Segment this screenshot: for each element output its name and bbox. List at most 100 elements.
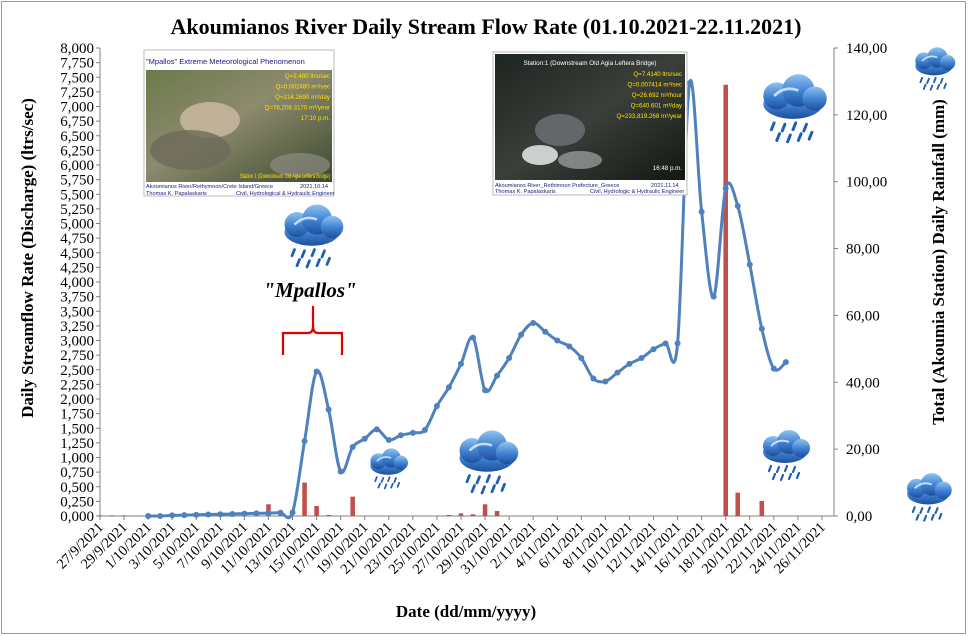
photo-left-value: Q=0.002480 m³/sec — [275, 84, 330, 91]
event-annotation-bracket — [281, 306, 344, 355]
rainfall-bar — [326, 514, 331, 516]
event-annotation-label: "Mpallos" — [263, 278, 356, 302]
rainfall-bar — [97, 515, 103, 516]
streamflow-point — [482, 387, 489, 394]
y-left-tick-label: 2,500 — [60, 363, 94, 379]
streamflow-point — [445, 384, 452, 391]
y-left-tick-label: 1,000 — [60, 451, 94, 467]
rainfall-bar — [494, 510, 500, 516]
rainfall-bar — [723, 84, 728, 517]
streamflow-point — [325, 406, 332, 413]
y-left-tick-label: 8,000 — [60, 41, 94, 57]
streamflow-point — [542, 328, 549, 335]
streamflow-point — [662, 340, 669, 347]
y-left-tick-label: 3,500 — [60, 304, 94, 320]
streamflow-point — [385, 436, 392, 443]
streamflow-point — [590, 375, 597, 382]
y-left-tick-label: 4,250 — [60, 260, 94, 276]
streamflow-point — [349, 443, 356, 450]
streamflow-point — [289, 509, 296, 516]
photo-right-value: Q=233,819.268 m³/year — [616, 113, 682, 120]
streamflow-point — [157, 513, 164, 519]
streamflow-point — [241, 510, 248, 517]
rain-cloud-icon — [761, 72, 829, 144]
y-right-tick-label: 40,00 — [846, 375, 880, 391]
rain-cloud-icon — [914, 46, 957, 91]
y-left-tick-label: 4,500 — [60, 246, 94, 262]
rain-cloud-icon — [458, 429, 520, 495]
y-left-tick-label: 0,000 — [60, 509, 94, 525]
streamflow-point — [734, 202, 741, 209]
y-left-tick-label: 0,500 — [60, 480, 94, 496]
photo-right: Station:1 (Downstream Old Agia Leftera B… — [492, 51, 688, 196]
photo-right-value: Q=7.4140 ltrs/sec — [633, 71, 682, 78]
y-left-tick-label: 5,750 — [60, 173, 94, 189]
y-right-tick-label: 60,00 — [846, 308, 880, 324]
rainfall-bar — [482, 504, 488, 516]
streamflow-point — [518, 331, 525, 338]
y-left-tick-label: 4,000 — [60, 275, 94, 291]
streamflow-point — [409, 429, 416, 436]
streamflow-point — [217, 511, 224, 518]
streamflow-point — [470, 334, 477, 341]
streamflow-point — [457, 360, 464, 367]
y-right-tick-label: 120,00 — [846, 108, 887, 124]
streamflow-point — [397, 432, 404, 439]
photo-right-footer2-role: Civil, Hydrologic & Hydraulic Engineer — [590, 189, 684, 195]
y-left-tick-label: 5,000 — [60, 217, 94, 233]
photo-right-value: Q=640.601 m³/day — [631, 103, 683, 110]
photo-left-value: Q=2.480 ltrs/sec — [285, 73, 330, 80]
rainfall-bar — [446, 514, 452, 516]
photo-right-station: Station:1 (Downstream Old Agia Leftera B… — [523, 60, 656, 67]
photo-left-date: 2021.10.14 — [300, 184, 328, 190]
streamflow-point — [193, 511, 200, 518]
streamflow-point — [782, 359, 789, 366]
rainfall-bar — [302, 482, 307, 516]
streamflow-point — [530, 319, 537, 326]
rainfall-bar — [759, 500, 765, 516]
y-left-tick-label: 2,250 — [60, 377, 94, 393]
y-left-tick-label: 4,750 — [60, 231, 94, 247]
rain-cloud-icon — [761, 428, 812, 482]
streamflow-point — [277, 509, 284, 516]
streamflow-point — [638, 355, 645, 362]
y-left-tick-label: 0,250 — [60, 494, 94, 510]
streamflow-point — [421, 427, 428, 434]
streamflow-point — [301, 438, 308, 445]
photo-left-caption: "Mpallos" Extreme Meteorological Phenome… — [146, 57, 305, 66]
rainfall-bar — [314, 505, 319, 516]
rainfall-bar — [458, 513, 464, 516]
chart-title: Akoumianos River Daily Stream Flow Rate … — [170, 14, 801, 39]
y-left-tick-label: 5,250 — [60, 202, 94, 218]
streamflow-point — [373, 426, 380, 433]
x-axis-ticks: 27/9/202129/9/20211/10/20213/10/20215/10… — [54, 516, 829, 578]
photo-right-footer2-name: Thomas K. Papalaskaris — [495, 189, 556, 195]
photo-left-footer2-name: Thomas K. Papalaskaris — [146, 191, 207, 197]
photo-right-time: 16:48 p.m. — [653, 165, 683, 172]
streamflow-point — [554, 337, 561, 344]
rainfall-bar — [735, 492, 741, 516]
y-axis-right-title: Total (Akoumia Station) Daily Rainfall (… — [929, 99, 948, 425]
streamflow-point — [494, 372, 501, 379]
streamflow-point — [566, 343, 573, 350]
streamflow-point — [614, 369, 621, 376]
y-right-tick-label: 0,00 — [846, 509, 872, 525]
y-left-tick-label: 7,750 — [60, 56, 94, 72]
rainfall-bar — [133, 515, 139, 517]
y-left-tick-label: 3,000 — [60, 334, 94, 350]
rainfall-bar — [470, 514, 476, 516]
y-left-tick-label: 7,000 — [60, 100, 94, 116]
streamflow-point — [361, 435, 368, 442]
rain-cloud-icon — [283, 203, 345, 269]
streamflow-point — [145, 513, 152, 519]
streamflow-point — [265, 510, 272, 517]
photo-right-value: Q=0.007414 m³/sec — [627, 82, 682, 89]
y-left-tick-label: 1,750 — [60, 407, 94, 423]
streamflow-point — [722, 185, 729, 192]
y-left-tick-label: 1,500 — [60, 421, 94, 437]
y-left-tick-label: 2,750 — [60, 348, 94, 364]
streamflow-point — [626, 360, 633, 367]
y-left-tick-label: 1,250 — [60, 436, 94, 452]
streamflow-line — [145, 78, 789, 520]
streamflow-point — [770, 365, 777, 372]
